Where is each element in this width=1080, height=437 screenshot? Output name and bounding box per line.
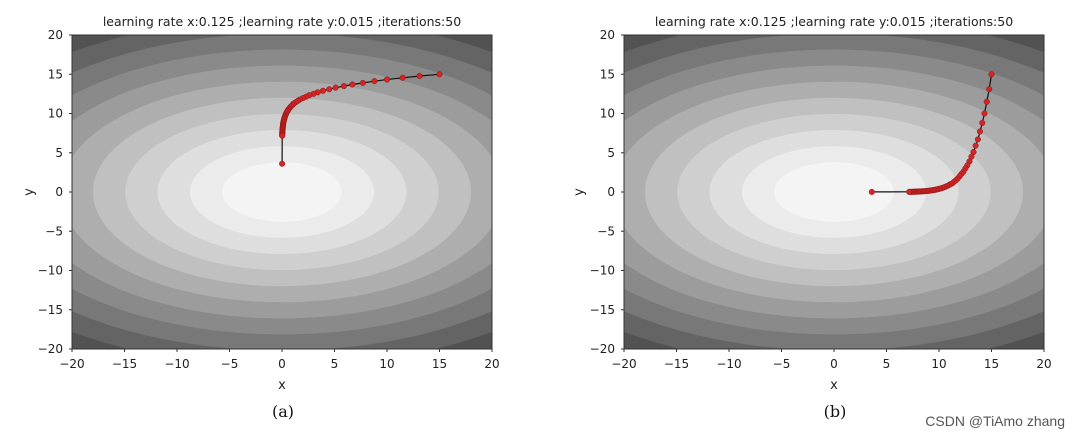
path-point xyxy=(906,188,913,195)
subplot-b-yticks: 20 15 10 5 0 −5 −10 −15 −20 xyxy=(590,28,624,356)
subplot-b-title: learning rate x:0.125 ;learning rate y:0… xyxy=(655,14,1013,29)
y-tick-label: −5 xyxy=(45,224,63,238)
x-tick-label: −10 xyxy=(716,357,741,371)
subplot-a-xticks: −20 −15 −10 −5 0 5 10 15 20 xyxy=(59,349,500,371)
x-tick-label: 0 xyxy=(830,357,838,371)
y-tick-label: 15 xyxy=(48,67,63,81)
x-tick-label: 0 xyxy=(278,357,286,371)
subplot-a-yticks: 20 15 10 5 0 −5 −10 −15 −20 xyxy=(38,28,72,356)
subplot-b-xticks: −20 −15 −10 −5 0 5 10 15 20 xyxy=(611,349,1052,371)
x-tick-label: −10 xyxy=(164,357,189,371)
subplot-a-contours xyxy=(72,35,492,349)
y-tick-label: 0 xyxy=(55,185,63,199)
path-point xyxy=(974,136,981,143)
path-point xyxy=(340,83,347,90)
x-tick-label: −20 xyxy=(59,357,84,371)
y-tick-label: −20 xyxy=(38,342,63,356)
x-tick-label: −15 xyxy=(112,357,137,371)
y-tick-label: −15 xyxy=(38,303,63,317)
subplot-b-caption: (b) xyxy=(824,402,847,421)
path-point xyxy=(319,87,326,94)
path-point xyxy=(371,78,378,85)
path-point xyxy=(332,84,339,91)
x-tick-label: 20 xyxy=(1036,357,1051,371)
subplot-a-caption: (a) xyxy=(272,402,294,421)
contour-level-0 xyxy=(222,162,342,222)
x-tick-label: 5 xyxy=(331,357,339,371)
y-tick-label: 15 xyxy=(600,67,615,81)
path-point xyxy=(986,86,993,93)
subplot-a-xlabel: x xyxy=(278,378,286,393)
watermark: CSDN @TiAmo zhang xyxy=(925,413,1065,429)
path-point xyxy=(279,132,286,139)
x-tick-label: 15 xyxy=(432,357,447,371)
contour-level-0 xyxy=(774,162,894,222)
path-point xyxy=(436,71,443,78)
x-tick-label: −15 xyxy=(664,357,689,371)
y-tick-label: 10 xyxy=(48,107,63,121)
y-tick-label: 5 xyxy=(607,146,615,160)
path-point xyxy=(972,142,979,149)
y-tick-label: −10 xyxy=(38,264,63,278)
y-tick-label: 5 xyxy=(55,146,63,160)
y-tick-label: 0 xyxy=(607,185,615,199)
subplot-b-xlabel: x xyxy=(830,378,838,393)
x-tick-label: 5 xyxy=(883,357,891,371)
path-point xyxy=(988,71,995,78)
subplot-b: learning rate x:0.125 ;learning rate y:0… xyxy=(572,14,1052,421)
x-tick-label: −20 xyxy=(611,357,636,371)
path-point xyxy=(979,119,986,126)
x-tick-label: −5 xyxy=(773,357,791,371)
path-point xyxy=(981,110,988,117)
path-point xyxy=(384,76,391,83)
y-tick-label: −20 xyxy=(590,342,615,356)
path-point xyxy=(983,98,990,105)
subplot-a-path xyxy=(279,71,443,167)
x-tick-label: 20 xyxy=(484,357,499,371)
x-tick-label: −5 xyxy=(221,357,239,371)
path-point xyxy=(279,160,286,167)
y-tick-label: 10 xyxy=(600,107,615,121)
subplot-b-ylabel: y xyxy=(572,188,587,196)
subplot-a: learning rate x:0.125 ;learning rate y:0… xyxy=(22,14,500,421)
path-point xyxy=(349,81,356,88)
y-tick-label: −10 xyxy=(590,264,615,278)
path-point xyxy=(976,128,983,135)
subplot-b-path xyxy=(868,71,995,195)
y-tick-label: −5 xyxy=(597,224,615,238)
x-tick-label: 15 xyxy=(984,357,999,371)
path-point xyxy=(416,72,423,79)
subplot-a-ylabel: y xyxy=(22,188,37,196)
subplot-b-contours xyxy=(624,35,1044,349)
path-point xyxy=(868,188,875,195)
path-point xyxy=(399,74,406,81)
y-tick-label: −15 xyxy=(590,303,615,317)
path-point xyxy=(326,86,333,93)
x-tick-label: 10 xyxy=(379,357,394,371)
y-tick-label: 20 xyxy=(600,28,615,42)
y-tick-label: 20 xyxy=(48,28,63,42)
x-tick-label: 10 xyxy=(931,357,946,371)
subplot-a-title: learning rate x:0.125 ;learning rate y:0… xyxy=(103,14,461,29)
path-point xyxy=(359,79,366,86)
